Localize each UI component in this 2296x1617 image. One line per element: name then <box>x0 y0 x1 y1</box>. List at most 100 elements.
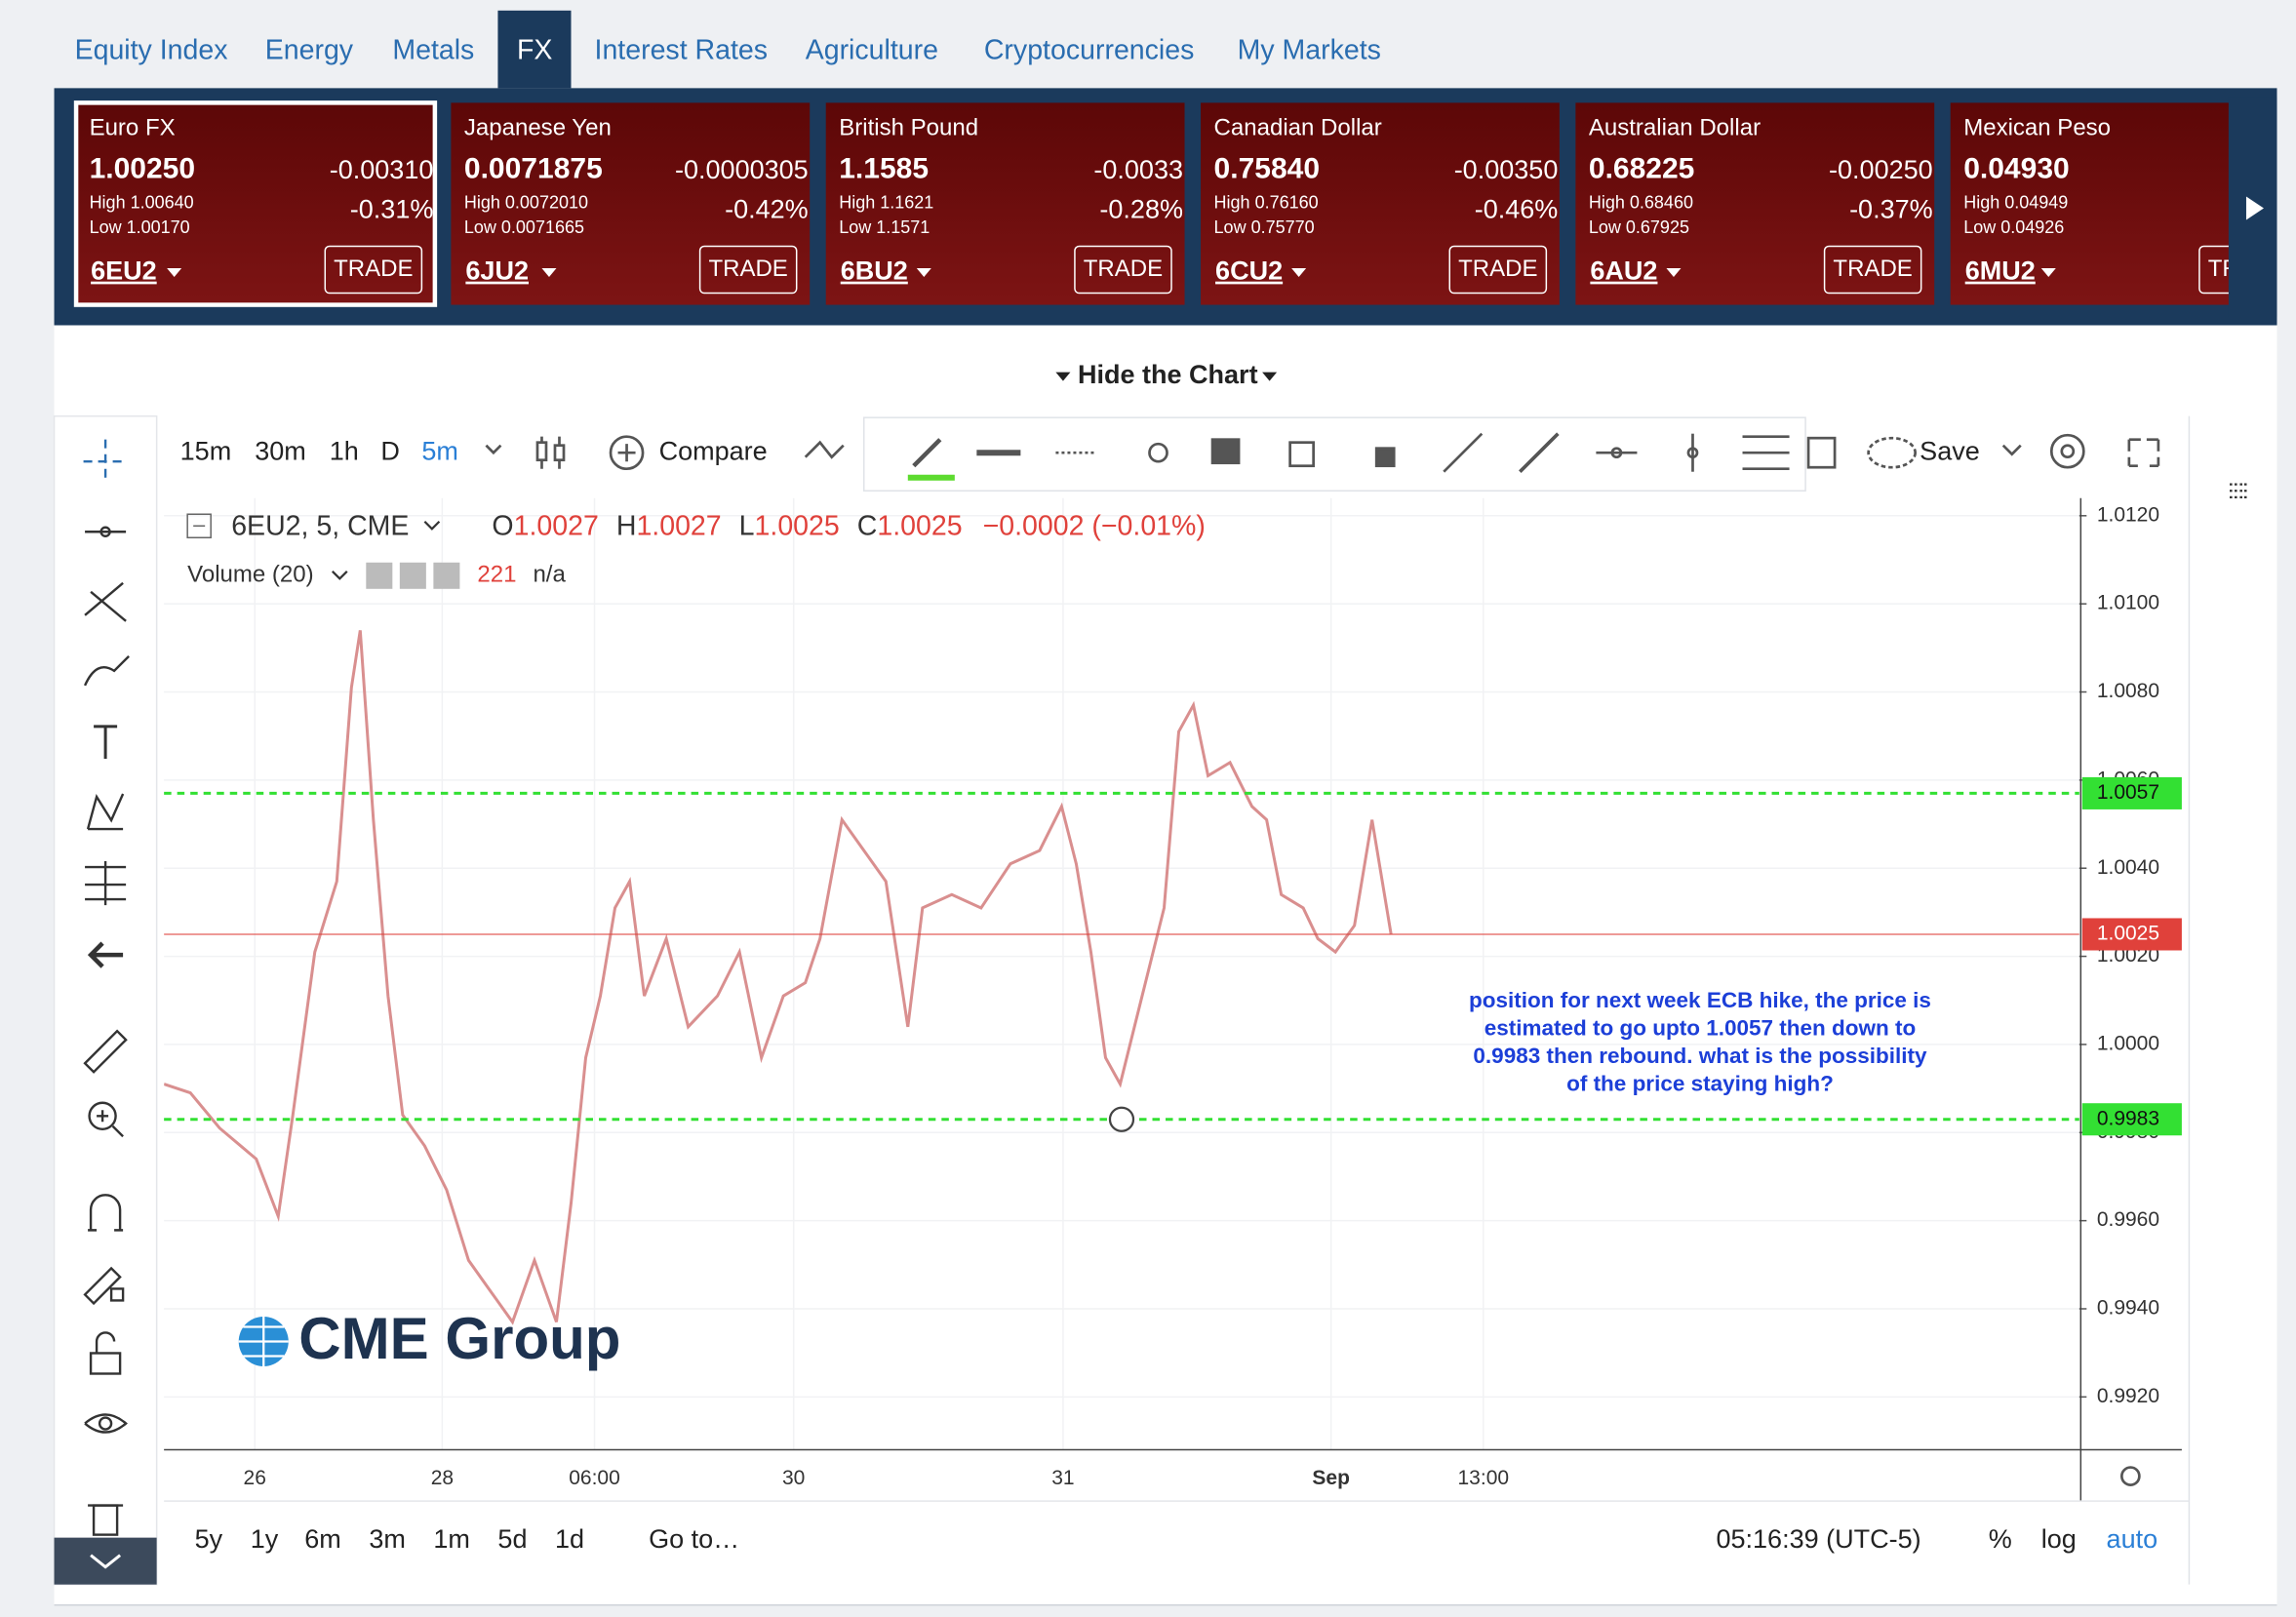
range[interactable]: 1y <box>251 1524 279 1554</box>
trade-button[interactable] <box>2198 245 2296 295</box>
x-tick-label: 31 <box>1051 1467 1074 1489</box>
collapse-icon <box>90 1554 122 1569</box>
level-badge <box>2081 1103 2182 1136</box>
card-bg <box>451 102 811 305</box>
tab[interactable]: FX <box>517 34 552 65</box>
volume-label[interactable]: Volume (20) <box>187 562 313 588</box>
ticker-price: 0.04930 <box>1963 152 2070 184</box>
ticker-card[interactable]: Australian Dollar 0.68225 -0.00250 -0.37% Hi… <box>1575 102 1935 305</box>
goto[interactable]: Go to… <box>649 1524 739 1554</box>
y-tick-label: 1.0080 <box>2097 680 2159 702</box>
ohlc-value: 1.0027 <box>636 510 721 541</box>
collapse-box <box>186 513 212 539</box>
tab[interactable]: Interest Rates <box>595 34 769 65</box>
ohlc-label: O <box>492 510 513 541</box>
level-badge <box>2081 776 2182 809</box>
trade-label: TRADE <box>1833 256 1912 282</box>
ohlc-value: 1.0027 <box>514 510 599 541</box>
tab[interactable]: Cryptocurrencies <box>984 34 1195 65</box>
volume-control[interactable] <box>433 562 460 589</box>
y-tick-label: 1.0040 <box>2097 856 2159 879</box>
ohlc-label: L <box>739 510 755 541</box>
trade-button[interactable] <box>1823 245 1922 295</box>
ticker-price: 1.1585 <box>839 152 929 184</box>
ticker-name: Euro FX <box>90 115 176 141</box>
y-tick-label: 0.9960 <box>2097 1208 2159 1231</box>
card-bg <box>1575 102 1935 305</box>
x-tick-label: 26 <box>244 1467 266 1489</box>
card-bg <box>1950 102 2229 305</box>
ticker-price: 1.00250 <box>90 152 196 184</box>
x-tick-label: 28 <box>431 1467 454 1489</box>
ticker-name: Mexican Peso <box>1963 115 2111 141</box>
ticker-change: -0.0033 <box>1093 155 1183 184</box>
ticker-price: 0.75840 <box>1214 152 1321 184</box>
trade-button[interactable] <box>1448 245 1548 295</box>
watermark: CME Group <box>298 1306 620 1371</box>
annotation: position for next week ECB hike, the pri… <box>1469 988 1931 1012</box>
range[interactable]: 3m <box>369 1524 406 1554</box>
ticker-card[interactable]: British Pound 1.1585 -0.0033 -0.28% High 1.1… <box>825 102 1185 305</box>
range[interactable]: 5y <box>195 1524 223 1554</box>
interval[interactable]: D <box>380 436 400 465</box>
trade-label: TRADE <box>334 256 413 282</box>
tab[interactable]: My Markets <box>1238 34 1381 65</box>
ticker-card[interactable]: Japanese Yen 0.0071875 -0.0000305 -0.42% Hig… <box>451 102 811 305</box>
ticker-symbol[interactable]: 6AU2 <box>1590 256 1657 286</box>
ticker-high: High 0.68460 <box>1589 193 1693 213</box>
y-tick-label: 0.9940 <box>2097 1297 2159 1320</box>
save[interactable]: Save <box>1920 436 1980 465</box>
trade-button[interactable] <box>698 245 798 295</box>
ticker-low: Low 0.0071665 <box>464 217 584 237</box>
scale-option[interactable]: % <box>1989 1524 2012 1554</box>
interval[interactable]: 15m <box>180 436 232 465</box>
scale-option[interactable]: log <box>2041 1524 2077 1554</box>
range[interactable]: 6m <box>304 1524 341 1554</box>
trade-button[interactable] <box>1074 245 1172 295</box>
range[interactable]: 1m <box>433 1524 470 1554</box>
symbol-caret <box>916 268 931 278</box>
price-line <box>164 630 1393 1325</box>
ticker-card[interactable]: Canadian Dollar 0.75840 -0.00350 -0.46% High… <box>1201 102 1560 305</box>
left-toolbar <box>53 414 158 1586</box>
ticker-symbol[interactable]: 6BU2 <box>841 256 908 286</box>
caret <box>1055 372 1071 381</box>
clock: 05:16:39 (UTC-5) <box>1716 1524 1920 1554</box>
ticker-symbol[interactable]: 6CU2 <box>1215 256 1283 286</box>
tab[interactable]: Agriculture <box>806 34 938 65</box>
scale-option[interactable]: auto <box>2107 1524 2158 1554</box>
interval[interactable]: 5m <box>421 436 458 465</box>
ticker-high: High 0.04949 <box>1963 193 2068 213</box>
ticker-symbol[interactable]: 6EU2 <box>91 256 157 286</box>
legend-symbol[interactable]: 6EU2, 5, CME <box>231 510 409 541</box>
collapse-button[interactable] <box>54 1537 157 1585</box>
volume-control[interactable] <box>366 562 393 589</box>
tab[interactable]: Energy <box>265 34 354 65</box>
left-tool-icons <box>83 439 130 1536</box>
ticker-symbol[interactable]: 6JU2 <box>465 256 529 286</box>
ohlc-label: C <box>857 510 878 541</box>
volume-control[interactable] <box>399 562 426 589</box>
trade-button[interactable] <box>324 245 423 295</box>
legend-change: −0.0002 (−0.01%) <box>983 510 1206 541</box>
y-tick-label: 1.0120 <box>2097 503 2159 526</box>
tab-active-bg <box>497 10 572 89</box>
symbol-caret <box>2040 268 2056 278</box>
ticker-change-pct: -0.42% <box>725 195 809 224</box>
y-tick-label: 1.0000 <box>2097 1032 2159 1054</box>
ticker-high: High 0.76160 <box>1214 193 1319 213</box>
interval[interactable]: 1h <box>330 436 359 465</box>
compare[interactable]: Compare <box>659 436 768 465</box>
tab[interactable]: Metals <box>392 34 474 65</box>
range[interactable]: 1d <box>555 1524 584 1554</box>
ticker-low: Low 0.75770 <box>1214 217 1315 237</box>
ohlc-value: 1.0025 <box>877 510 962 541</box>
ticker-card[interactable]: Euro FX 1.00250 -0.00310 -0.31% High 1.00640… <box>73 100 438 307</box>
ticker-symbol[interactable]: 6MU2 <box>1965 256 2036 286</box>
logo-lines <box>238 1316 289 1366</box>
tab[interactable]: Equity Index <box>75 34 228 65</box>
range[interactable]: 5d <box>497 1524 527 1554</box>
interval[interactable]: 30m <box>255 436 306 465</box>
hide-chart[interactable]: Hide the Chart <box>1078 360 1258 389</box>
